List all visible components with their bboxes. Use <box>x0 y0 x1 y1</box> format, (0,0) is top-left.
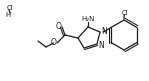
Text: Cl: Cl <box>122 10 128 16</box>
Text: H₂N: H₂N <box>81 16 95 22</box>
Text: O: O <box>51 38 56 47</box>
Text: Cl: Cl <box>7 5 14 11</box>
Text: H: H <box>5 12 10 18</box>
Text: O: O <box>56 22 61 31</box>
Text: N: N <box>98 41 104 50</box>
Text: N: N <box>101 26 107 35</box>
